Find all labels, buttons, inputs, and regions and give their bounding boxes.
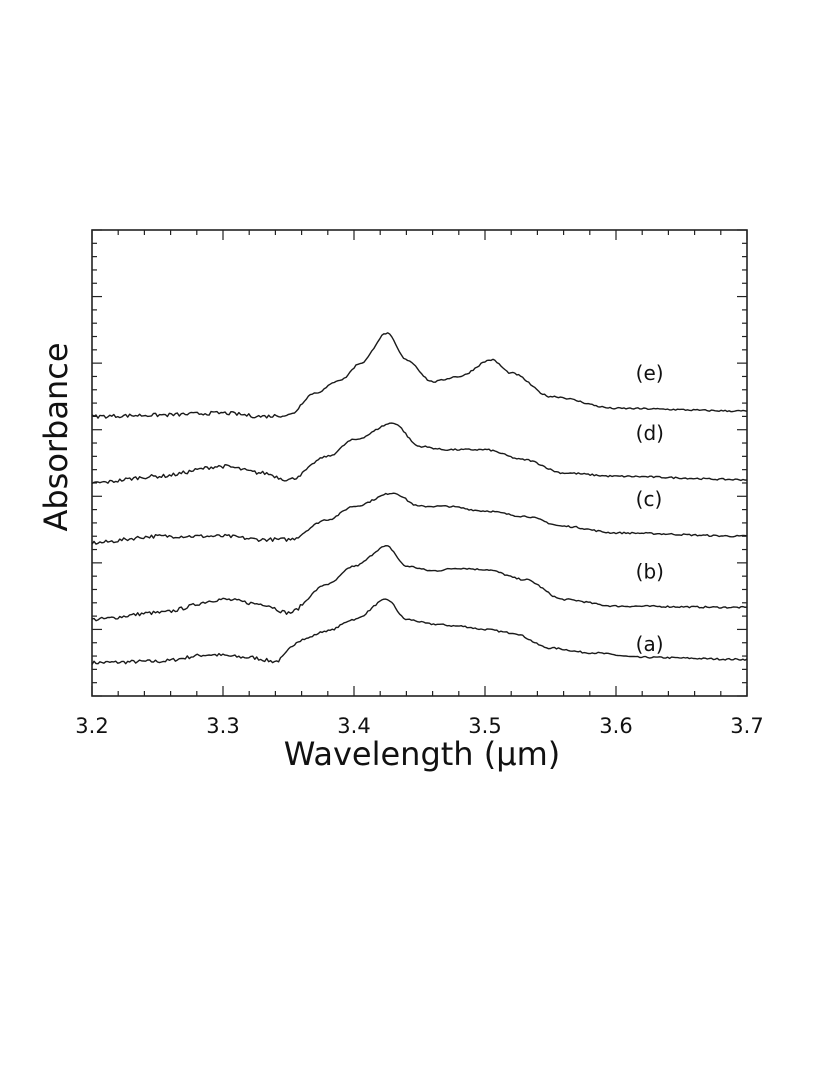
x-tick-label: 3.5 — [468, 714, 501, 738]
x-tick-label: 3.4 — [337, 714, 370, 738]
axis-ticks — [91, 229, 748, 697]
series-line-b — [91, 545, 748, 622]
x-tick-label: 3.2 — [75, 714, 108, 738]
series-label-c: (c) — [636, 487, 663, 511]
series-labels: (a) (b) (c) (d) (e) — [636, 361, 664, 656]
x-tick-labels: 3.2 3.3 3.4 3.5 3.6 3.7 — [75, 714, 763, 738]
x-tick-label: 3.6 — [599, 714, 632, 738]
series-line-a — [91, 598, 748, 665]
x-tick-label: 3.3 — [206, 714, 239, 738]
x-tick-label: 3.7 — [730, 714, 763, 738]
x-axis-title: Wavelength (μm) — [284, 735, 561, 773]
series-line-d — [91, 422, 748, 485]
series-traces — [91, 332, 748, 665]
series-label-e: (e) — [636, 361, 664, 385]
plot-frame — [91, 229, 748, 697]
series-line-e — [91, 332, 748, 419]
y-axis-title: Absorbance — [37, 342, 75, 531]
series-label-d: (d) — [636, 421, 664, 445]
series-label-b: (b) — [636, 560, 664, 584]
series-line-c — [91, 492, 748, 545]
series-label-a: (a) — [636, 632, 664, 656]
